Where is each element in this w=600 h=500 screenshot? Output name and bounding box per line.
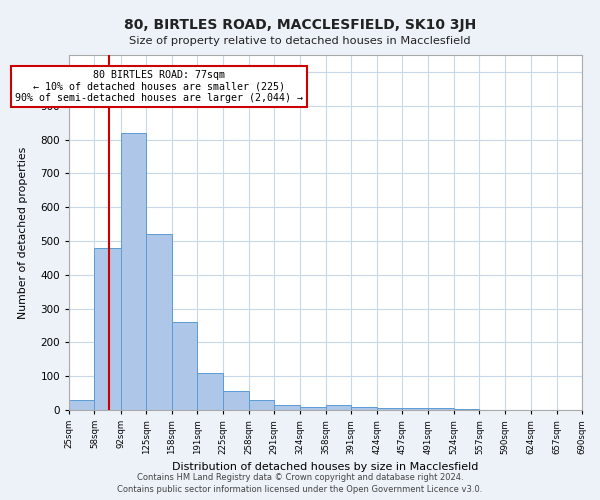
Text: Contains HM Land Registry data © Crown copyright and database right 2024.
Contai: Contains HM Land Registry data © Crown c… xyxy=(118,472,482,494)
Bar xyxy=(121,133,146,410)
Bar xyxy=(274,405,299,410)
Bar xyxy=(146,234,172,410)
Bar xyxy=(172,322,197,410)
Bar xyxy=(428,408,454,410)
Bar xyxy=(326,405,352,410)
Bar xyxy=(94,248,121,410)
Text: 80 BIRTLES ROAD: 77sqm
← 10% of detached houses are smaller (225)
90% of semi-de: 80 BIRTLES ROAD: 77sqm ← 10% of detached… xyxy=(15,70,303,103)
Bar xyxy=(377,408,402,410)
Bar xyxy=(402,408,428,410)
X-axis label: Distribution of detached houses by size in Macclesfield: Distribution of detached houses by size … xyxy=(172,462,479,472)
Y-axis label: Number of detached properties: Number of detached properties xyxy=(18,146,28,318)
Bar xyxy=(197,373,223,410)
Text: Size of property relative to detached houses in Macclesfield: Size of property relative to detached ho… xyxy=(129,36,471,46)
Bar xyxy=(249,400,274,410)
Bar xyxy=(223,392,249,410)
Text: 80, BIRTLES ROAD, MACCLESFIELD, SK10 3JH: 80, BIRTLES ROAD, MACCLESFIELD, SK10 3JH xyxy=(124,18,476,32)
Bar xyxy=(69,400,94,410)
Bar xyxy=(299,406,326,410)
Bar xyxy=(352,406,377,410)
